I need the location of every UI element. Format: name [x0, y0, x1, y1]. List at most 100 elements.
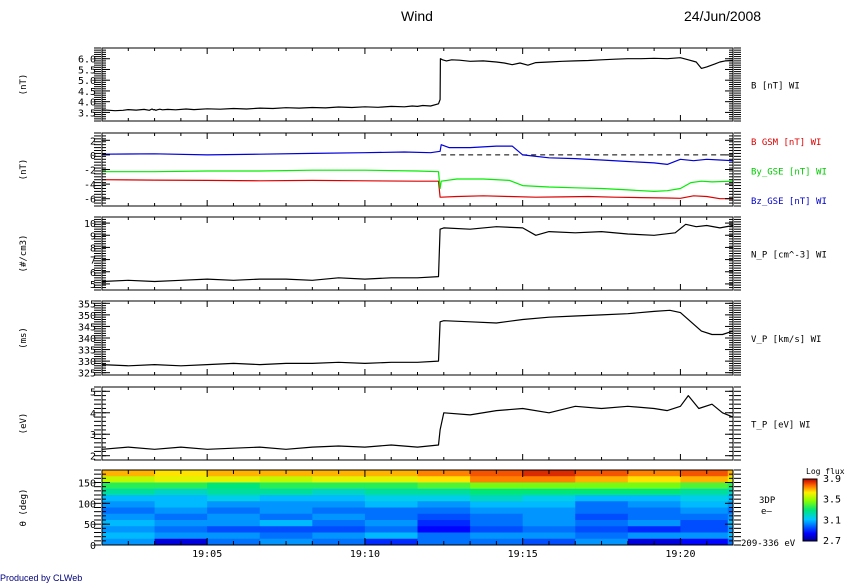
heatmap-cell	[154, 513, 208, 521]
y-tick-label: 4.0	[78, 98, 96, 109]
panel-frame	[101, 132, 734, 207]
heatmap-cell	[575, 501, 629, 508]
heatmap-cell	[364, 488, 418, 496]
heatmap-cell	[727, 513, 734, 521]
heatmap-cell	[207, 507, 261, 515]
heatmap-cell	[154, 488, 208, 496]
heatmap-cell	[680, 482, 729, 490]
heatmap-cell	[470, 520, 524, 527]
heatmap-cell	[522, 526, 576, 533]
heatmap-cell	[575, 520, 629, 527]
heatmap-cell	[727, 520, 734, 527]
y-tick-label: 5	[90, 280, 96, 291]
panel-frame	[101, 469, 734, 546]
colorbar-step	[803, 510, 817, 512]
y-tick-label: 0	[90, 151, 96, 162]
colorbar-step	[803, 504, 817, 507]
y-tick-label: -6	[84, 195, 96, 206]
y-tick-label: 8	[90, 243, 96, 254]
y-tick-label: 10	[84, 219, 96, 230]
colorbar-step	[803, 534, 817, 537]
heatmap-cell	[575, 532, 629, 540]
heatmap-cell	[417, 495, 471, 502]
heatmap-cell	[680, 526, 729, 533]
heatmap-cell	[259, 532, 313, 540]
heatmap-cell	[470, 482, 524, 490]
y-tick-label: 5.0	[78, 76, 96, 87]
heatmap-cell	[364, 501, 418, 508]
colorbar-step	[803, 502, 817, 505]
colorbar-step	[803, 522, 817, 524]
heatmap-cell	[727, 482, 734, 490]
heatmap-cell	[207, 513, 261, 521]
colorbar-step	[803, 527, 817, 530]
heatmap-cell	[154, 482, 208, 490]
colorbar-step	[803, 480, 817, 482]
colorbar-step	[803, 484, 817, 486]
heatmap-cell	[680, 538, 729, 546]
colorbar-step	[803, 491, 817, 493]
heatmap-cell	[102, 520, 156, 527]
heatmap-cell	[259, 495, 313, 502]
heatmap-cell	[364, 482, 418, 490]
heatmap-cell	[470, 476, 524, 483]
heatmap-cell	[102, 507, 156, 515]
y-tick-label: 330	[78, 357, 96, 368]
heatmap-cell	[364, 526, 418, 533]
heatmap-cell	[154, 476, 208, 483]
heatmap-cell	[312, 520, 366, 527]
heatmap-cell	[259, 507, 313, 515]
heatmap-cell	[312, 488, 366, 496]
heatmap-cell	[207, 482, 261, 490]
energy-range-label: 209-336 eV	[741, 539, 796, 549]
heatmap-cell	[680, 532, 729, 540]
heatmap-cell	[522, 476, 576, 483]
colorbar-step	[803, 526, 817, 529]
heatmap-cell	[470, 495, 524, 502]
series-line-1	[101, 309, 734, 367]
heatmap-cell	[154, 526, 208, 533]
x-tick-label: 19:20	[665, 549, 695, 560]
y-tick-label: 325	[78, 369, 96, 380]
legend-entry: V_P [km/s] WI	[751, 335, 821, 345]
heatmap-cell	[627, 495, 681, 502]
heatmap-cell	[522, 495, 576, 502]
credit-text: Produced by CLWeb	[0, 573, 83, 583]
panel-4	[94, 300, 741, 376]
y-tick-label: 9	[90, 231, 96, 242]
colorbar-step	[803, 537, 817, 540]
heatmap-cell	[102, 482, 156, 490]
y-axis-label: θ (deg)	[19, 489, 29, 527]
colorbar-step	[803, 500, 817, 503]
heatmap-cell	[312, 532, 366, 540]
y-tick-label: 2	[90, 136, 96, 147]
colorbar-step	[803, 524, 817, 526]
heatmap-cell	[522, 532, 576, 540]
heatmap-cell	[727, 501, 734, 508]
heatmap-cell	[627, 488, 681, 496]
legend-entry: N_P [cm^-3] WI	[751, 251, 827, 261]
series-line-1	[101, 179, 733, 200]
heatmap-cell	[575, 495, 629, 502]
colorbar-step	[803, 512, 817, 514]
y-tick-label: 335	[78, 346, 96, 357]
heatmap-cell	[470, 526, 524, 533]
heatmap-cell	[680, 476, 729, 483]
heatmap-cell	[312, 482, 366, 490]
heatmap-cell	[207, 488, 261, 496]
heatmap-cell	[417, 520, 471, 527]
panel-frame	[101, 216, 734, 291]
colorbar-step	[803, 519, 817, 521]
colorbar-step	[803, 513, 817, 515]
panel-frame	[101, 47, 734, 122]
heatmap-cell	[680, 488, 729, 496]
heatmap-cell	[102, 488, 156, 496]
y-tick-label: 4	[90, 409, 96, 420]
y-axis-label: (#/cm3)	[19, 235, 29, 273]
colorbar-step	[803, 511, 817, 513]
heatmap-cell	[417, 532, 471, 540]
colorbar-step	[803, 538, 817, 541]
colorbar-tick-label: 3.9	[823, 474, 841, 485]
colorbar-step	[803, 492, 817, 494]
